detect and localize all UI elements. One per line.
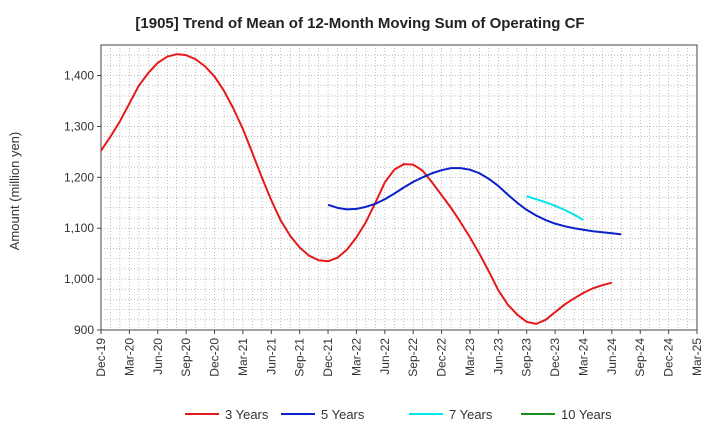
x-tick-label: Mar-24 bbox=[576, 338, 590, 376]
x-tick-label: Dec-21 bbox=[321, 338, 335, 377]
x-tick-label: Sep-21 bbox=[293, 338, 307, 377]
series-lines bbox=[100, 53, 622, 325]
x-tick-label: Mar-25 bbox=[690, 338, 704, 376]
x-tick-label: Mar-21 bbox=[236, 338, 250, 376]
x-tick-label: Sep-24 bbox=[633, 338, 647, 377]
legend-label: 5 Years bbox=[321, 407, 365, 422]
x-tick-label: Jun-22 bbox=[378, 338, 392, 375]
x-axis: Dec-19 Mar-20 Jun-20 Sep-20 Dec-20 Mar-21 Jun-… bbox=[94, 330, 704, 377]
x-tick-label: Dec-19 bbox=[94, 338, 108, 377]
x-tick-label: Dec-23 bbox=[548, 338, 562, 377]
y-axis-label: Amount (million yen) bbox=[7, 132, 22, 251]
y-tick-label: 1,100 bbox=[64, 221, 94, 235]
x-tick-label: Dec-20 bbox=[208, 338, 222, 377]
x-tick-label: Jun-23 bbox=[491, 338, 505, 375]
x-tick-label: Sep-20 bbox=[179, 338, 193, 377]
y-tick-label: 1,400 bbox=[64, 69, 94, 83]
x-tick-label: Mar-20 bbox=[122, 338, 136, 376]
chart-title: [1905] Trend of Mean of 12-Month Moving … bbox=[135, 15, 584, 32]
legend: 3 Years 5 Years 7 Years 10 Years bbox=[185, 407, 612, 422]
legend-label: 3 Years bbox=[225, 407, 269, 422]
y-tick-label: 1,300 bbox=[64, 119, 94, 133]
legend-label: 7 Years bbox=[449, 407, 493, 422]
grid bbox=[101, 45, 697, 330]
series-line-5-years bbox=[327, 167, 622, 236]
plot-frame bbox=[100, 44, 698, 331]
x-tick-label: Mar-22 bbox=[349, 338, 363, 376]
legend-label: 10 Years bbox=[561, 407, 612, 422]
x-tick-label: Jun-24 bbox=[605, 338, 619, 375]
series-line-3-years bbox=[100, 53, 613, 325]
x-tick-label: Jun-20 bbox=[151, 338, 165, 375]
y-tick-label: 1,200 bbox=[64, 170, 94, 184]
y-tick-label: 900 bbox=[74, 323, 94, 337]
series-line-7-years bbox=[526, 195, 584, 221]
x-tick-label: Dec-24 bbox=[662, 338, 676, 377]
x-tick-label: Dec-22 bbox=[435, 338, 449, 377]
y-tick-label: 1,000 bbox=[64, 272, 94, 286]
x-tick-label: Sep-23 bbox=[520, 338, 534, 377]
y-axis: 900 1,000 1,100 1,200 1,300 1,400 bbox=[64, 69, 101, 337]
x-tick-label: Mar-23 bbox=[463, 338, 477, 376]
x-tick-label: Jun-21 bbox=[264, 338, 278, 375]
x-tick-label: Sep-22 bbox=[406, 338, 420, 377]
